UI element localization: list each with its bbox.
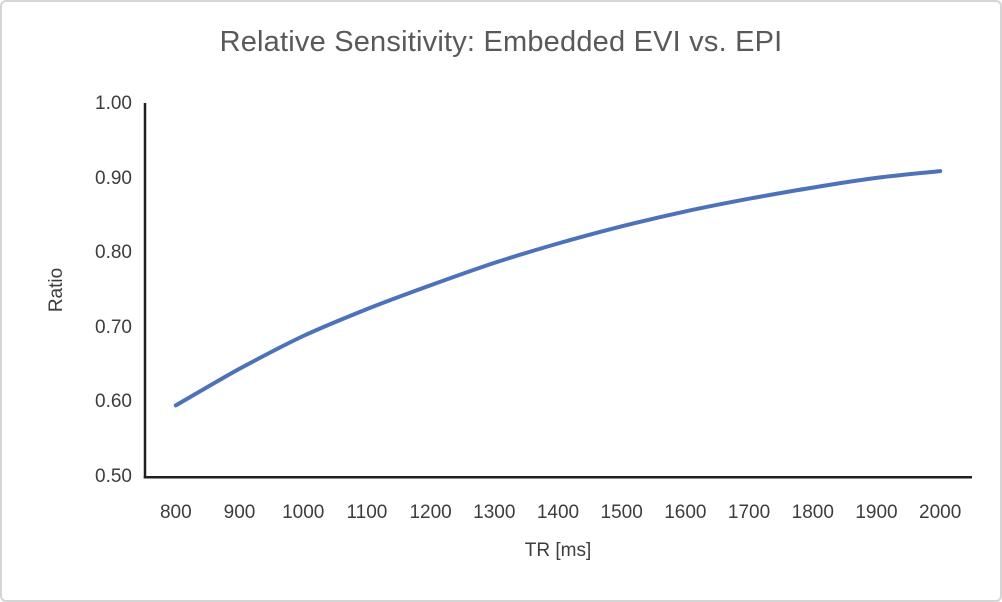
- chart-title: Relative Sensitivity: Embedded EVI vs. E…: [219, 26, 783, 58]
- x-tick-label: 800: [159, 502, 192, 523]
- x-tick-label: 2000: [919, 502, 962, 523]
- x-tick-label: 1000: [282, 502, 325, 523]
- x-tick-label: 1800: [791, 502, 834, 523]
- x-tick-label: 1700: [727, 502, 771, 523]
- x-tick-label: 1200: [409, 502, 452, 523]
- y-tick-label: 0.50: [95, 466, 132, 487]
- x-tick-label: 1100: [346, 502, 388, 523]
- y-tick-label: 0.90: [95, 167, 132, 189]
- y-tick-label: 0.60: [95, 391, 132, 413]
- x-tick-label: 1900: [855, 502, 898, 523]
- x-tick-label: 1500: [600, 502, 643, 523]
- series-line: [173, 169, 943, 408]
- y-tick-label: 0.70: [95, 316, 132, 338]
- x-tick-label: 1300: [473, 502, 516, 523]
- y-tick-label: 1.00: [95, 93, 132, 114]
- x-tick-label: 1400: [536, 502, 580, 523]
- y-tick-label: 0.80: [95, 242, 132, 264]
- x-tick-label: 900: [223, 502, 256, 523]
- x-axis-title: TR [ms]: [524, 540, 592, 561]
- x-tick-label: 1600: [664, 502, 707, 523]
